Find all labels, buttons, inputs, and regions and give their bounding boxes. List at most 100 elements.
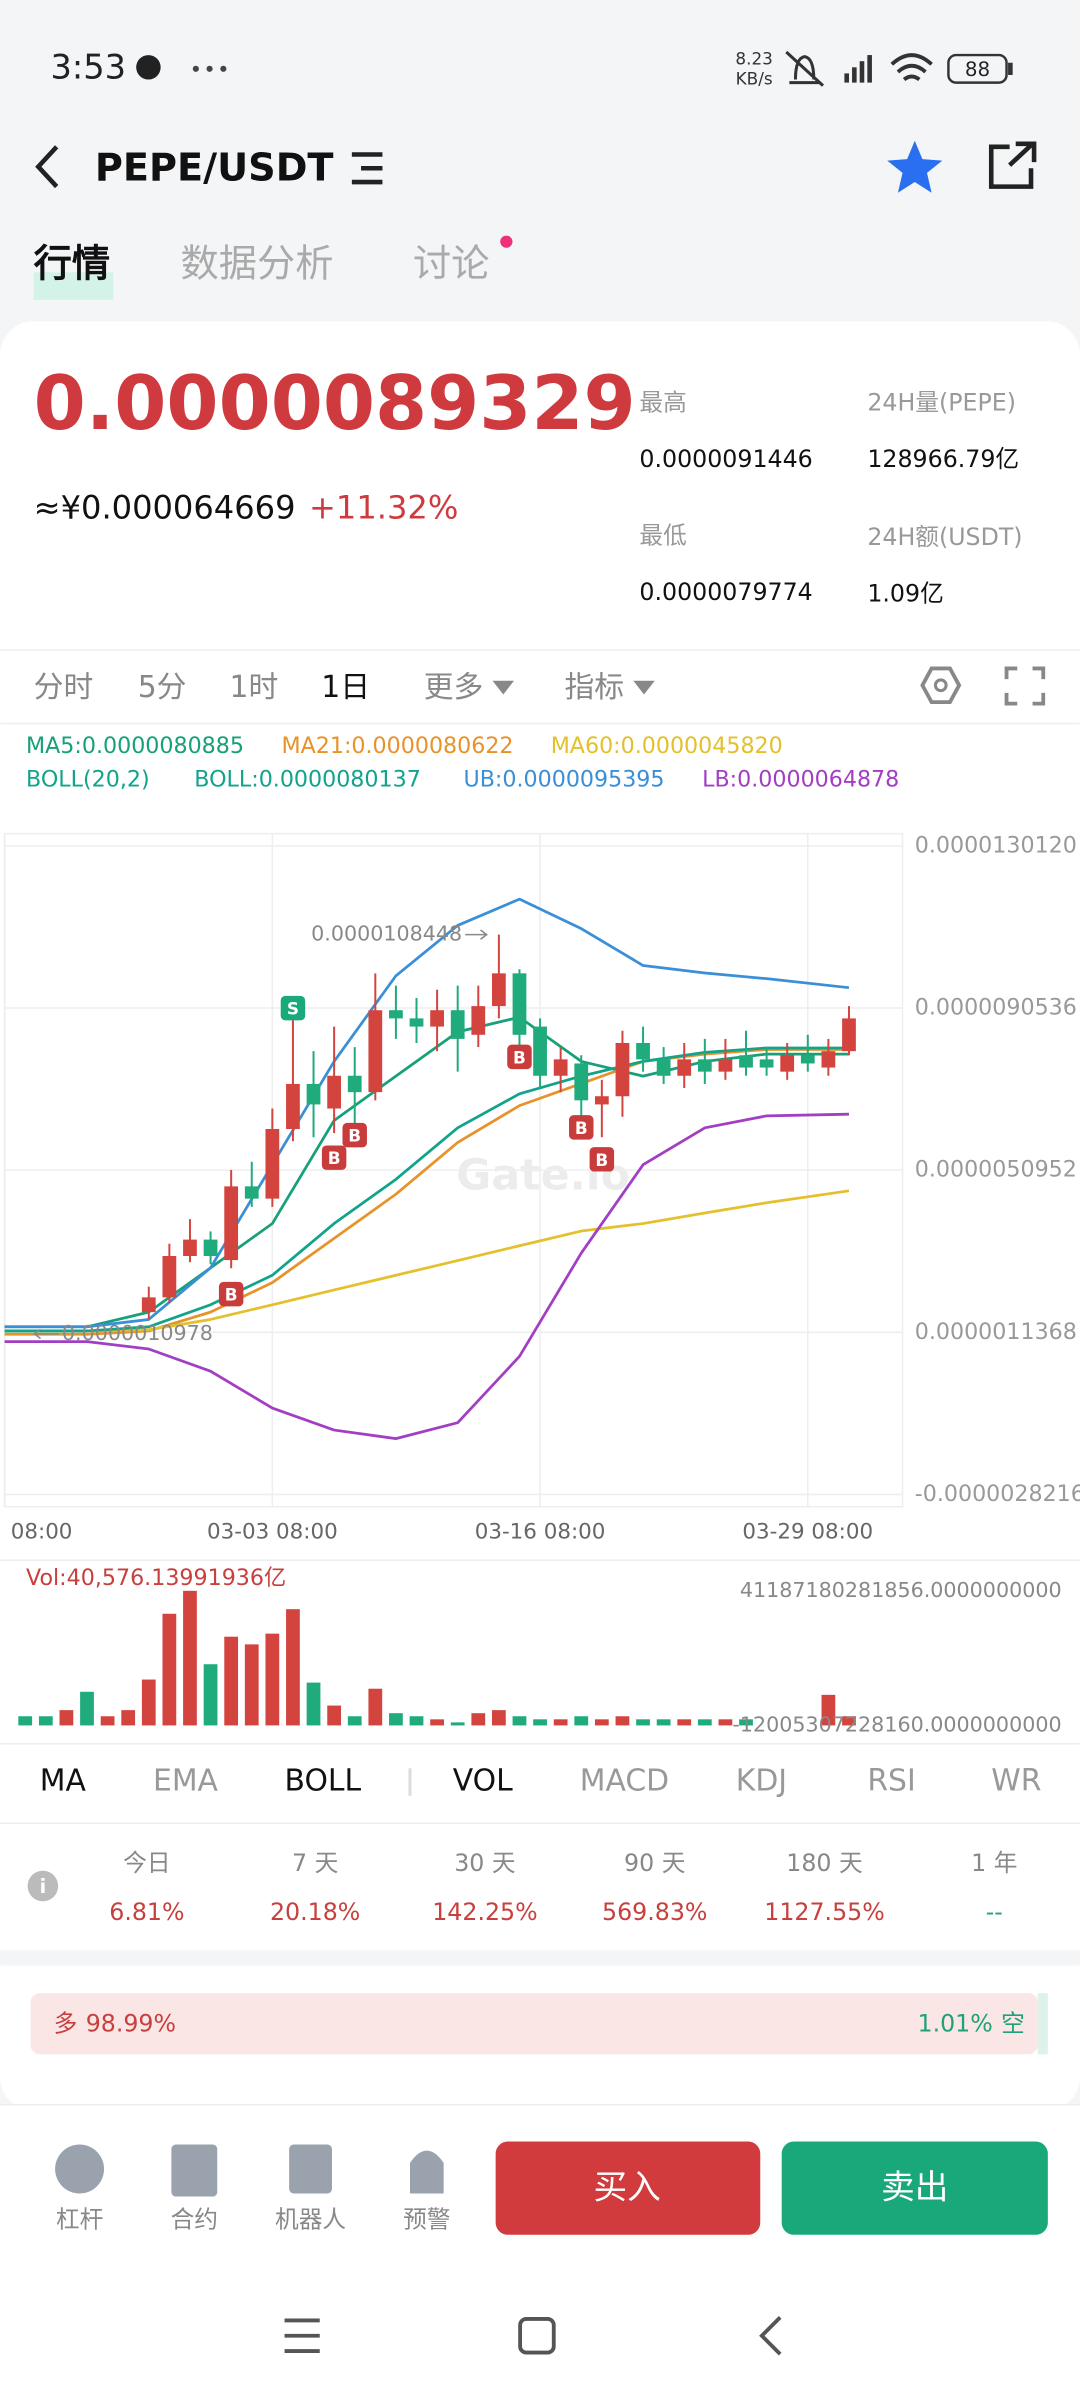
annotation-arrowhead — [33, 1328, 41, 1340]
volume-bar — [656, 1719, 671, 1726]
stat-value: 0.0000091446 — [639, 445, 812, 473]
kline-chart: Gate.io0.00001301200.00000905360.0000050… — [3, 832, 1080, 1545]
interval[interactable]: 更多 — [424, 670, 484, 705]
volume-chart: 41187180281856.0000000000 -12005307228160… — [18, 1578, 1062, 1736]
trade-marker-label: B — [348, 1126, 361, 1146]
indicator-tab[interactable]: WR — [991, 1764, 1041, 1799]
long-value: 98.99% — [86, 2010, 176, 2038]
period-change: -- — [986, 1898, 1003, 1926]
settings-icon[interactable] — [920, 666, 962, 705]
interval[interactable]: 5分 — [138, 670, 187, 705]
nav-home[interactable] — [518, 2317, 556, 2355]
volume-bar — [141, 1679, 156, 1726]
nav-menu[interactable] — [284, 2318, 320, 2353]
volume-bar — [553, 1719, 568, 1726]
indicator-tabs: MA EMA BOLL VOL MACD KDJ RSI WR — [40, 1764, 1042, 1799]
volume-bar — [183, 1590, 197, 1726]
volume-bar — [80, 1691, 94, 1726]
candle-body — [636, 1042, 650, 1060]
buy-label[interactable]: 买入 — [594, 2167, 661, 2206]
trade-marker — [569, 1115, 594, 1140]
wifi-icon — [890, 53, 933, 82]
stat-label: 最低 — [639, 521, 686, 549]
pair-title[interactable]: PEPE/USDT — [95, 146, 334, 190]
nav-bar — [284, 2316, 782, 2356]
interval[interactable]: 指标 — [564, 670, 624, 705]
toolbar-label[interactable]: 合约 — [171, 2206, 218, 2234]
section-gap — [0, 1950, 1080, 1966]
period-label: 1 年 — [971, 1849, 1017, 1877]
volume-bar — [842, 1716, 856, 1726]
dropdown-caret — [492, 680, 514, 695]
interval[interactable]: 分时 — [34, 670, 94, 705]
volume-bar — [533, 1719, 547, 1726]
favorite-star[interactable] — [887, 140, 943, 193]
indicator-tab[interactable]: MACD — [580, 1764, 669, 1799]
annotation-label: 0.0000108448 — [311, 922, 462, 946]
y-tick-label: 0.0000050952 — [915, 1157, 1077, 1183]
tab[interactable]: 行情 — [34, 243, 110, 287]
qq-icon — [136, 55, 161, 80]
toolbar-icons — [55, 2144, 444, 2197]
volume-bar — [677, 1719, 692, 1726]
notification-dot — [500, 235, 513, 248]
toolbar-label[interactable]: 机器人 — [275, 2206, 346, 2234]
y-tick-label: 0.0000130120 — [915, 832, 1077, 858]
indicator-tab[interactable]: VOL — [453, 1764, 513, 1799]
fullscreen-button[interactable] — [1004, 666, 1046, 706]
indicator-tab[interactable]: RSI — [867, 1764, 915, 1799]
candle-body — [286, 1083, 300, 1130]
sell-label[interactable]: 卖出 — [881, 2167, 948, 2206]
clock: 3:53 — [51, 47, 127, 86]
indicator-tab[interactable]: BOLL — [285, 1764, 362, 1799]
back-button[interactable] — [35, 145, 59, 189]
toolbar-label[interactable]: 杠杆 — [56, 2206, 103, 2234]
period-label: 180 天 — [786, 1849, 862, 1877]
volume-tick-label: 41187180281856.0000000000 — [740, 1578, 1062, 1602]
stat-value: 0.0000079774 — [639, 578, 812, 606]
tab-highlight — [33, 272, 114, 300]
nav-back[interactable] — [759, 2316, 782, 2356]
candle-body — [842, 1018, 856, 1052]
legend-entry: LB:0.0000064878 — [702, 767, 899, 793]
candle-body — [183, 1239, 197, 1256]
candle-body — [244, 1186, 259, 1199]
indicator-tab[interactable]: MA — [40, 1764, 87, 1799]
candle-body — [800, 1055, 815, 1064]
pair-menu-icon[interactable] — [351, 152, 383, 185]
battery-level: 88 — [965, 58, 990, 81]
stat-label: 最高 — [639, 388, 686, 416]
indicator-tab[interactable]: KDJ — [736, 1764, 787, 1799]
trade-marker — [218, 1281, 244, 1307]
stat-label: 24H量(PEPE) — [867, 388, 1016, 416]
battery — [947, 53, 1008, 84]
volume-bar — [306, 1682, 321, 1726]
toolbar-label[interactable]: 预警 — [403, 2206, 450, 2234]
buy-button[interactable] — [495, 2141, 761, 2235]
trade-marker-label: B — [328, 1148, 341, 1168]
candle-body — [491, 973, 506, 1007]
volume-bar — [636, 1719, 650, 1726]
candle-body — [574, 1063, 589, 1101]
share-button[interactable] — [988, 141, 1037, 189]
volume-bar — [224, 1636, 239, 1726]
volume-bar — [38, 1716, 53, 1726]
interval-bar: 分时 5分 1时 1日 更多 指标 — [34, 670, 655, 705]
tab[interactable]: 数据分析 — [181, 243, 334, 287]
dropdown-caret — [633, 680, 655, 695]
sell-button[interactable] — [781, 2141, 1048, 2235]
indicator-tab[interactable]: EMA — [153, 1764, 219, 1799]
candle-body — [615, 1042, 630, 1097]
info-icon[interactable] — [27, 1870, 59, 1902]
volume-tick-label: -12005307228160.0000000000 — [732, 1712, 1061, 1736]
annotation-label: 0.0000010978 — [62, 1321, 213, 1345]
candle-body — [656, 1059, 671, 1076]
volume-bar — [409, 1716, 424, 1726]
indicator-line — [4, 1189, 850, 1333]
interval[interactable]: 1日 — [321, 670, 370, 705]
candle-body — [739, 1055, 753, 1068]
tab-bar: 行情 数据分析 讨论 — [34, 243, 490, 287]
interval[interactable]: 1时 — [229, 670, 278, 705]
volume-bar — [347, 1716, 362, 1726]
tab[interactable]: 讨论 — [413, 243, 489, 287]
